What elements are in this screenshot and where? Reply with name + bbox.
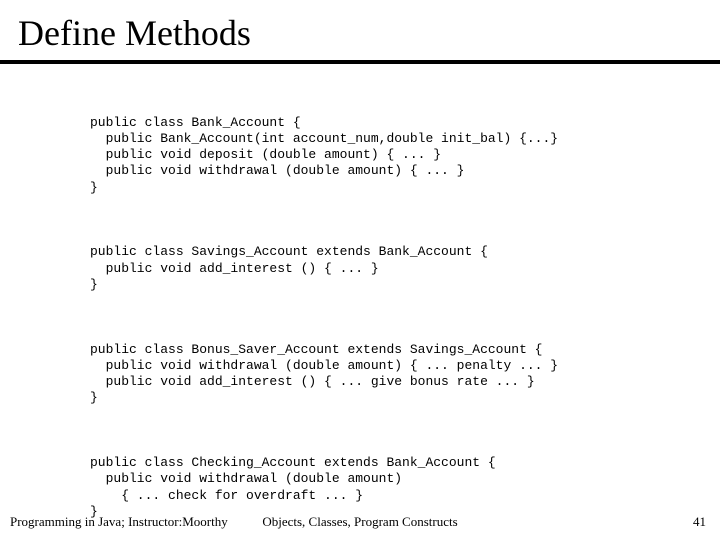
code-block: public class Bonus_Saver_Account extends… bbox=[90, 342, 700, 407]
footer-page-number: 41 bbox=[693, 514, 706, 530]
code-block: public class Bank_Account { public Bank_… bbox=[90, 115, 700, 196]
slide: Define Methods public class Bank_Account… bbox=[0, 0, 720, 540]
code-block: public class Savings_Account extends Ban… bbox=[90, 244, 700, 293]
footer-left: Programming in Java; Instructor:Moorthy bbox=[10, 514, 228, 530]
code-block: public class Checking_Account extends Ba… bbox=[90, 455, 700, 520]
slide-title: Define Methods bbox=[0, 0, 720, 60]
code-area: public class Bank_Account { public Bank_… bbox=[0, 64, 720, 540]
footer-center: Objects, Classes, Program Constructs bbox=[262, 514, 457, 530]
